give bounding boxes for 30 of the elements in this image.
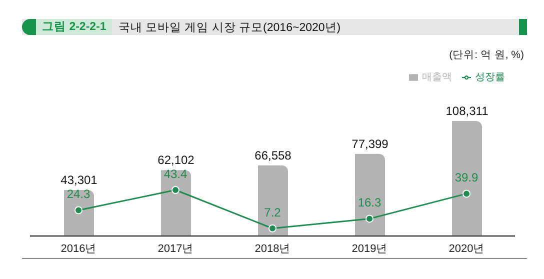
text: (단위: 억 원, %) [449,48,524,62]
data-label: 108,311 [446,104,489,118]
chart-title: 국내 모바일 게임 시장 규모(2016~2020년) [118,20,341,34]
bar [161,170,191,236]
x-tick-label: 2020년 [448,242,484,255]
data-label: 77,399 [352,136,389,151]
point [172,186,180,194]
data-label: 39.9 [454,170,478,185]
legend-label: 매출액 [422,72,452,83]
data-label: 43.4 [164,167,188,181]
x-tick-label: 2016년 [60,242,96,255]
data-label: 66,558 [254,148,292,162]
data-label: 62,102 [158,153,195,168]
x-tick-label: 2018년 [254,242,290,255]
x-tick-label: 2019년 [352,242,388,255]
caption: 그림 2-2-2-1 [36,19,112,35]
data-label: 43,301 [60,173,98,188]
data-label: 7.2 [264,205,282,220]
data-label: 24.3 [66,187,90,202]
data-label: 16.3 [358,196,382,210]
bar [64,190,94,236]
point [366,214,374,223]
bar [355,154,385,236]
legend-label: 성장률 [475,72,505,83]
bar [258,165,288,236]
point [268,224,276,232]
point [74,206,82,214]
bar [452,121,482,236]
point [462,190,470,198]
x-tick-label: 2017년 [158,242,194,255]
